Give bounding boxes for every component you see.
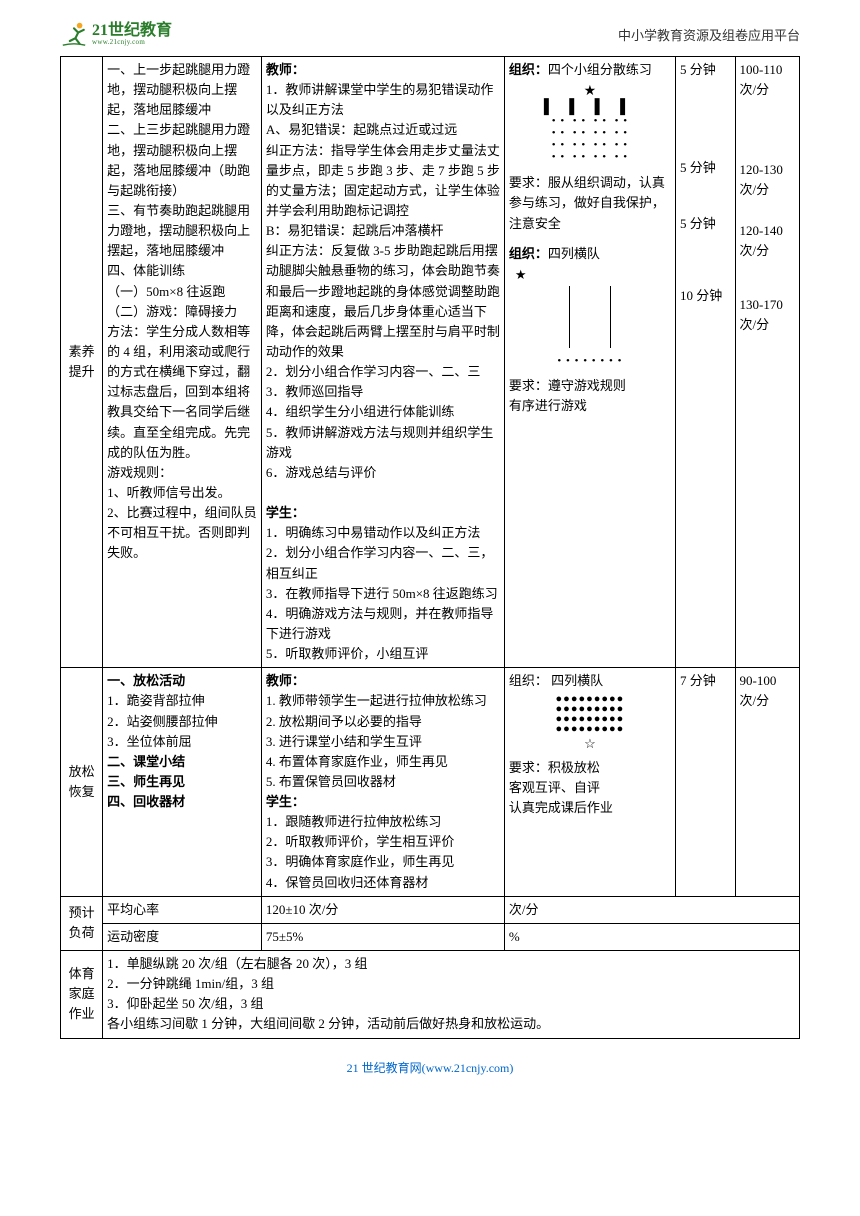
row-yuji-2: 运动密度 75±5% %: [61, 923, 800, 950]
section-label-yuji: 预计负荷: [61, 896, 103, 950]
row-suyang: 素养提升 一、上一步起跳腿用力蹬地，摆动腿积极向上摆起，落地屈膝缓冲 二、上三步…: [61, 57, 800, 668]
density-unit: %: [504, 923, 799, 950]
fangsong-content: 一、放松活动 1．跪姿背部拉伸 2．站姿侧腰部拉伸 3．坐位体前屈 二、课堂小结…: [103, 668, 262, 897]
logo-main-text: 21世纪教育: [92, 23, 172, 39]
suyang-load: 100-110 次/分 120-130 次/分 120-140 次/分 130-…: [735, 57, 800, 668]
homework-content: 1．单腿纵跳 20 次/组（左右腿各 20 次），3 组 2．一分钟跳绳 1mi…: [103, 951, 800, 1039]
lesson-plan-table: 素养提升 一、上一步起跳腿用力蹬地，摆动腿积极向上摆起，落地屈膝缓冲 二、上三步…: [60, 56, 800, 1039]
footer-link: 21 世纪教育网(www.21cnjy.com): [60, 1059, 800, 1076]
fangsong-teacher-student: 教师： 1. 教师带领学生一起进行拉伸放松练习 2. 放松期间予以必要的指导 3…: [261, 668, 504, 897]
avg-hr-value: 120±10 次/分: [261, 896, 504, 923]
page-header: 21世纪教育 www.21cnjy.com 中小学教育资源及组卷应用平台: [60, 20, 800, 48]
avg-hr-unit: 次/分: [504, 896, 799, 923]
section-label-fangsong: 放松恢复: [61, 668, 103, 897]
avg-hr-label: 平均心率: [103, 896, 262, 923]
section-label-homework: 体育家庭作业: [61, 951, 103, 1039]
formation-diagram-1: ★ ▌ ▌ ▌ ▌ • • • • • • • • • • • • • • • …: [509, 80, 671, 167]
row-homework: 体育家庭作业 1．单腿纵跳 20 次/组（左右腿各 20 次），3 组 2．一分…: [61, 951, 800, 1039]
logo: 21世纪教育 www.21cnjy.com: [60, 20, 172, 48]
runner-icon: [60, 20, 88, 48]
row-fangsong: 放松恢复 一、放松活动 1．跪姿背部拉伸 2．站姿侧腰部拉伸 3．坐位体前屈 二…: [61, 668, 800, 897]
section-label-suyang: 素养提升: [61, 57, 103, 668]
fangsong-time: 7 分钟: [675, 668, 735, 897]
fangsong-load: 90-100 次/分: [735, 668, 800, 897]
density-label: 运动密度: [103, 923, 262, 950]
suyang-organization: 组织：四个小组分散练习 ★ ▌ ▌ ▌ ▌ • • • • • • • • • …: [504, 57, 675, 668]
suyang-content: 一、上一步起跳腿用力蹬地，摆动腿积极向上摆起，落地屈膝缓冲 二、上三步起跳腿用力…: [103, 57, 262, 668]
suyang-teacher-student: 教师： 1．教师讲解课堂中学生的易犯错误动作以及纠正方法 A、易犯错误：起跳点过…: [261, 57, 504, 668]
header-title: 中小学教育资源及组卷应用平台: [618, 25, 800, 44]
formation-diagram-2: ★ • • • • • • • •: [509, 264, 671, 372]
density-value: 75±5%: [261, 923, 504, 950]
formation-diagram-3: ●●●●●●●●● ●●●●●●●●● ●●●●●●●●● ●●●●●●●●● …: [509, 691, 671, 753]
logo-sub-text: www.21cnjy.com: [92, 39, 172, 46]
suyang-time: 5 分钟 5 分钟 5 分钟 10 分钟: [675, 57, 735, 668]
fangsong-organization: 组织： 四列横队 ●●●●●●●●● ●●●●●●●●● ●●●●●●●●● ●…: [504, 668, 675, 897]
row-yuji-1: 预计负荷 平均心率 120±10 次/分 次/分: [61, 896, 800, 923]
